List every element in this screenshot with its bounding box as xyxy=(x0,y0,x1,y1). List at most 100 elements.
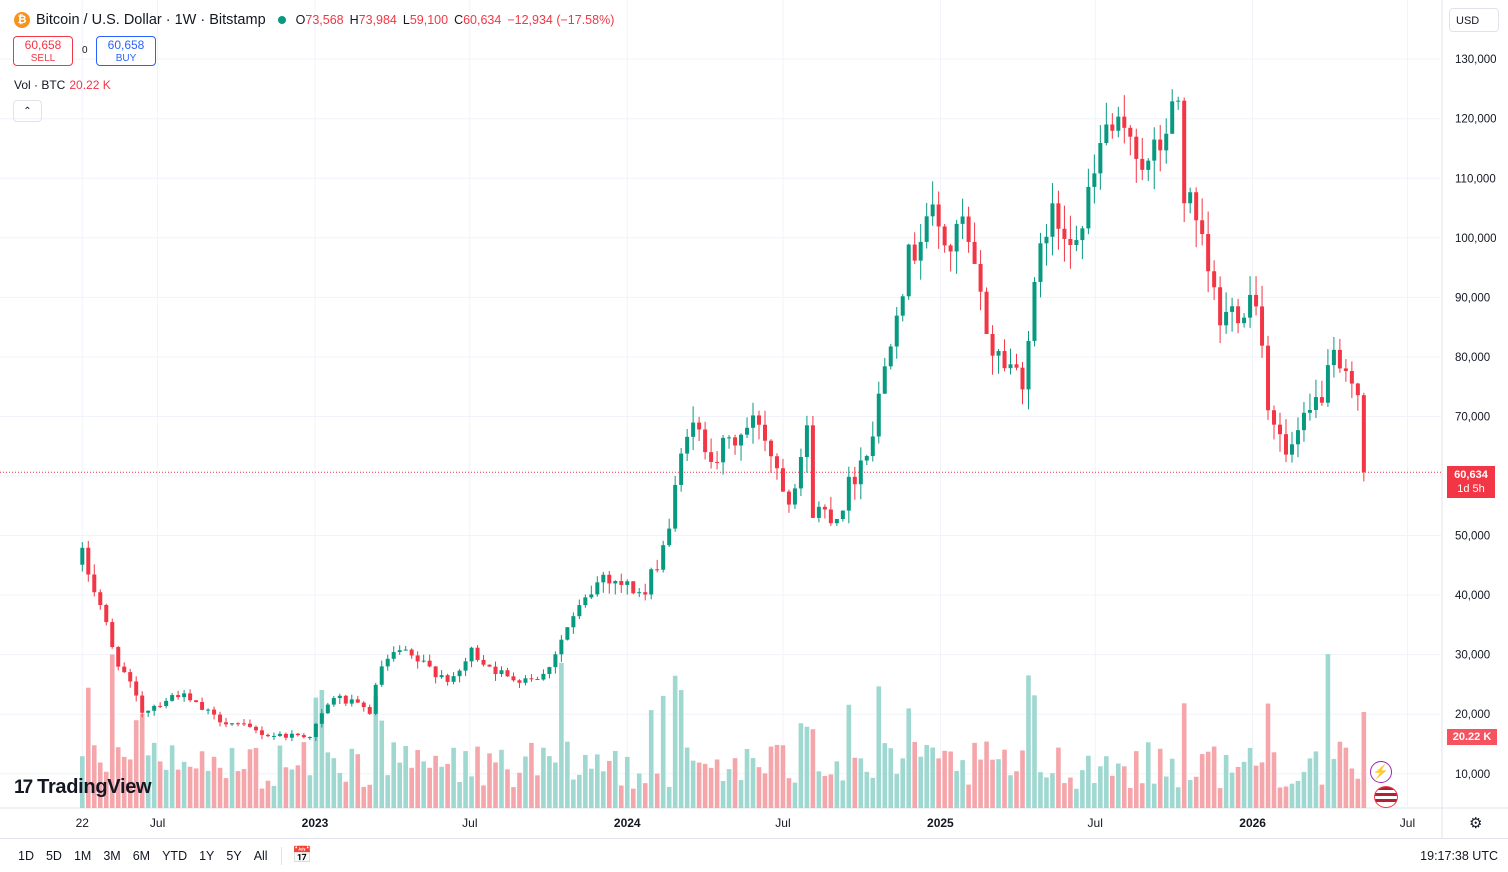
gear-icon[interactable]: ⚙ xyxy=(1469,815,1483,832)
volume-bar xyxy=(1331,758,1337,808)
volume-bar xyxy=(1104,756,1109,808)
volume-legend[interactable]: Vol · BTC 20.22 K xyxy=(14,78,111,92)
range-1d[interactable]: 1D xyxy=(18,849,34,863)
volume-bar xyxy=(337,772,343,808)
candle-body xyxy=(1260,306,1265,346)
range-6m[interactable]: 6M xyxy=(132,849,151,863)
candle-body xyxy=(792,488,797,505)
volume-bar xyxy=(253,747,259,808)
volume-bar xyxy=(846,704,852,808)
volume-legend-label: Vol · BTC xyxy=(14,78,66,92)
candle-body xyxy=(948,245,953,252)
volume-bar xyxy=(900,758,906,808)
candle-body xyxy=(553,654,558,668)
volume-bar xyxy=(151,742,157,808)
calendar-icon[interactable]: 📅 xyxy=(292,847,312,864)
volume-bar xyxy=(445,763,450,808)
spread-value: 0 xyxy=(82,45,88,56)
candles xyxy=(80,89,1366,741)
volume-bar xyxy=(606,760,612,808)
volume-bar xyxy=(85,687,91,808)
volume-bar xyxy=(888,748,894,808)
candle-body xyxy=(116,647,121,667)
volume-bar xyxy=(277,745,283,808)
currency-selector[interactable]: USD xyxy=(1449,8,1499,32)
candle-body xyxy=(313,723,318,738)
volume-bar xyxy=(912,741,918,808)
volume-bar xyxy=(948,751,953,808)
volume-bar xyxy=(990,759,995,808)
candle-body xyxy=(188,693,193,701)
volume-bar xyxy=(271,785,277,808)
range-5y[interactable]: 5Y xyxy=(226,849,242,863)
candle-body xyxy=(691,422,696,437)
volume-bar xyxy=(247,749,253,808)
candle-body xyxy=(1020,367,1025,390)
candle-body xyxy=(1194,192,1199,221)
volume-bar xyxy=(960,760,965,808)
price-tick-label: 70,000 xyxy=(1455,411,1490,423)
candle-body xyxy=(828,509,833,524)
volume-bar xyxy=(475,746,480,808)
candle-body xyxy=(403,649,408,651)
volume-bar xyxy=(780,745,786,808)
collapse-legend-button[interactable]: ⌃ xyxy=(13,100,42,122)
range-ytd[interactable]: YTD xyxy=(162,849,188,863)
buy-button[interactable]: 60,658 BUY xyxy=(96,36,156,66)
volume-bar xyxy=(1337,741,1343,808)
volume-bar xyxy=(906,708,912,808)
price-chart[interactable]: 10,00020,00030,00040,00050,00060,00070,0… xyxy=(0,0,1508,838)
candle-body xyxy=(930,204,935,217)
volume-bar xyxy=(205,770,211,808)
volume-bar xyxy=(1056,747,1061,808)
utc-clock[interactable]: 19:17:38 UTC xyxy=(1420,849,1498,863)
range-1y[interactable]: 1Y xyxy=(199,849,215,863)
volume-bar xyxy=(972,742,977,808)
volume-bar xyxy=(367,784,373,808)
tradingview-logo[interactable]: 17 TradingView xyxy=(14,776,152,799)
volume-bar xyxy=(732,758,738,808)
volume-bar xyxy=(1277,787,1283,808)
candle-body xyxy=(1074,240,1079,245)
range-1m[interactable]: 1M xyxy=(73,849,92,863)
candle-body xyxy=(780,468,785,492)
candle-body xyxy=(481,659,486,665)
volume-bar xyxy=(774,744,780,808)
candle-body xyxy=(649,569,654,595)
volume-bar xyxy=(463,751,468,808)
candle-body xyxy=(768,440,773,457)
candle-body xyxy=(619,581,624,585)
volume-bar xyxy=(1343,747,1349,808)
bar-countdown: 1d 5h xyxy=(1457,483,1485,495)
range-5d[interactable]: 5D xyxy=(45,849,62,863)
volume-bar xyxy=(1295,780,1301,808)
symbol-title[interactable]: Bitcoin / U.S. Dollar · 1W · Bitstamp xyxy=(36,12,266,28)
volume-bar xyxy=(648,710,654,808)
candle-body xyxy=(397,650,402,653)
range-all[interactable]: All xyxy=(253,849,268,863)
volume-bar xyxy=(451,747,456,808)
sell-button[interactable]: 60,658 SELL xyxy=(13,36,73,66)
candle-body xyxy=(1325,365,1330,403)
candle-body xyxy=(379,666,384,685)
us-flag-event-icon[interactable] xyxy=(1374,786,1398,808)
volume-bar xyxy=(1319,784,1325,808)
volume-bar xyxy=(469,776,474,808)
volume-bar xyxy=(930,747,935,808)
volume-bar xyxy=(169,745,175,808)
price-tick-label: 50,000 xyxy=(1455,531,1490,543)
volume-bar xyxy=(481,785,486,808)
volume-bar xyxy=(1307,758,1313,808)
candle-body xyxy=(1134,136,1139,159)
volume-bar xyxy=(1313,751,1319,808)
volume-bar xyxy=(265,780,271,808)
lightning-event-icon[interactable]: ⚡ xyxy=(1370,761,1392,783)
volume-bar xyxy=(409,767,414,808)
candle-body xyxy=(655,569,660,571)
candle-body xyxy=(1038,243,1043,282)
volume-bar xyxy=(1080,770,1085,808)
volume-bar xyxy=(163,769,169,808)
candle-body xyxy=(583,597,588,606)
volume-bar xyxy=(217,767,223,808)
range-3m[interactable]: 3M xyxy=(103,849,121,863)
